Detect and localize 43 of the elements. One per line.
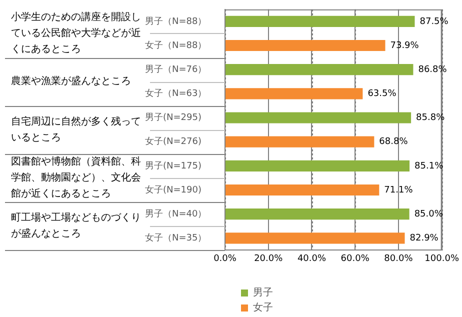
y-tick-label: 女子（N=35） — [145, 232, 207, 244]
data-label: 85.8% — [416, 113, 446, 124]
y-tick-label: 女子（N=63） — [145, 88, 207, 100]
x-tick-label: 100.0% — [424, 254, 460, 264]
y-tick-label: 女子(N=190) — [145, 184, 202, 196]
bar — [226, 136, 374, 148]
x-tick-label: 0.0% — [214, 254, 237, 264]
bar — [226, 160, 410, 172]
x-tick-label: 60.0% — [340, 254, 370, 264]
bar — [226, 232, 405, 244]
bar — [226, 208, 410, 220]
y-tick-label: 男子（N=76） — [145, 64, 207, 75]
data-label: 71.1% — [384, 185, 414, 196]
data-label: 86.8% — [418, 64, 448, 75]
data-label: 82.9% — [410, 234, 439, 244]
text: 小学生のための講座を開設している公民館や大学などが近くにあるところ — [11, 11, 141, 56]
bar — [226, 88, 363, 100]
x-tick-label: 80.0% — [384, 254, 414, 264]
text: 農業や漁業が盛んなところ — [11, 75, 131, 88]
text: 自宅周辺に自然が多く残っているところ — [11, 115, 141, 144]
data-label: 63.5% — [368, 89, 397, 100]
bar — [226, 40, 386, 52]
legend-label: 女子 — [253, 302, 273, 314]
x-tick-label: 40.0% — [297, 254, 326, 264]
data-label: 73.9% — [390, 40, 420, 51]
text: 図書館や博物館（資料館、科学館、動物園など）、文化会館が近くにあるところ — [11, 156, 141, 200]
y-tick-label: 女子(N=276) — [145, 136, 202, 148]
bar — [226, 184, 380, 196]
data-label: 85.1% — [414, 161, 444, 172]
y-tick-label: 男子(N=175) — [145, 160, 202, 172]
bar — [226, 16, 415, 27]
data-label: 85.0% — [414, 209, 444, 220]
bar — [226, 64, 414, 76]
legend-label: 男子 — [253, 288, 273, 299]
text: 町工場や工場などものづくりが盛んなところ — [11, 212, 141, 240]
data-label: 87.5% — [420, 16, 449, 27]
y-tick-label: 男子（N=88） — [145, 16, 207, 27]
bar — [226, 112, 412, 124]
y-tick-label: 男子（N=40） — [145, 208, 207, 220]
y-tick-label: 男子(N=295) — [145, 112, 202, 124]
x-tick-label: 20.0% — [254, 254, 284, 264]
data-label: 68.8% — [379, 137, 408, 148]
y-tick-label: 女子（N=88） — [145, 40, 207, 51]
